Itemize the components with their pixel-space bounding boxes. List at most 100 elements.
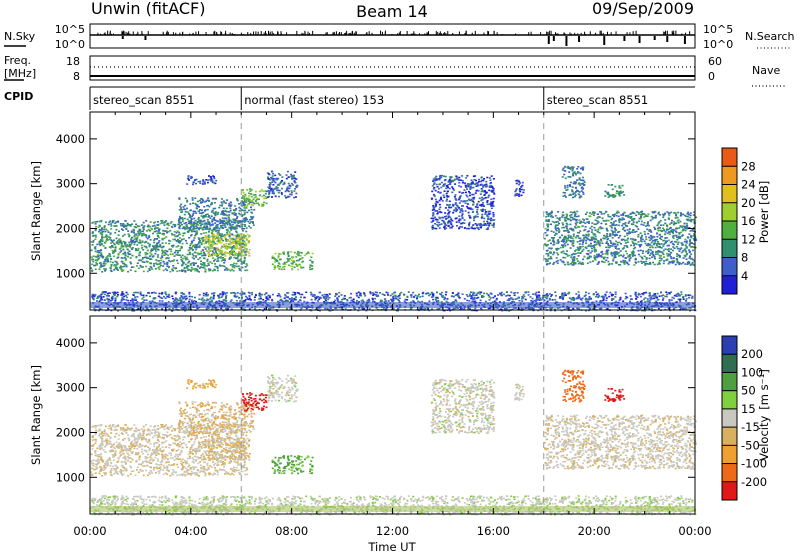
power-cell — [264, 300, 267, 302]
power-cell — [183, 213, 186, 216]
power-cell — [238, 247, 241, 249]
power-cell — [164, 268, 167, 270]
power-cell — [250, 203, 253, 206]
power-cell — [482, 179, 485, 182]
power-cell — [647, 213, 650, 215]
power-cell — [473, 179, 476, 181]
power-cell — [673, 221, 675, 223]
power-cell — [563, 216, 566, 219]
power-cell — [465, 191, 467, 194]
power-cell — [98, 268, 101, 271]
power-cell — [554, 225, 557, 228]
power-cell — [575, 224, 578, 226]
power-cell — [622, 254, 625, 256]
power-cell — [167, 230, 170, 233]
power-cell — [602, 220, 605, 222]
power-cell — [609, 245, 612, 247]
power-cell — [183, 208, 186, 210]
power-cell — [550, 257, 553, 260]
power-cell — [212, 236, 215, 238]
power-cell — [568, 254, 571, 257]
power-cell — [599, 245, 602, 247]
power-cell — [434, 202, 437, 205]
power-cell — [200, 263, 202, 265]
power-cell — [212, 207, 215, 210]
power-cell — [670, 299, 673, 301]
power-cell — [644, 264, 647, 266]
power-cell — [130, 242, 133, 244]
power-cell — [572, 229, 575, 232]
power-cell — [622, 228, 625, 230]
power-cell — [477, 184, 480, 187]
power-cell — [552, 231, 555, 233]
power-cell — [268, 295, 271, 297]
power-cell — [245, 199, 247, 202]
power-cell — [682, 250, 685, 252]
power-cell — [181, 238, 184, 241]
power-cell — [241, 230, 244, 232]
power-cell — [443, 225, 446, 228]
power-cell — [578, 226, 581, 228]
power-cell — [133, 235, 136, 238]
power-cell — [190, 225, 193, 227]
power-cell — [296, 184, 299, 187]
power-cell — [120, 269, 123, 271]
power-cell — [219, 257, 222, 259]
power-cell — [681, 244, 684, 246]
power-cell — [662, 239, 665, 242]
power-cell — [663, 260, 666, 262]
power-cell — [231, 291, 234, 294]
power-cell — [204, 240, 207, 242]
power-cell — [575, 186, 577, 189]
power-cell — [224, 269, 226, 271]
power-cell — [104, 258, 107, 261]
power-cell — [159, 222, 162, 225]
power-cell — [195, 256, 197, 258]
power-cell — [176, 259, 179, 262]
power-cell — [467, 207, 470, 209]
power-cell — [567, 165, 570, 168]
power-cell — [623, 235, 626, 238]
power-cell — [235, 207, 238, 210]
power-cell — [466, 184, 469, 187]
power-cell — [652, 255, 655, 257]
power-cell — [489, 179, 492, 181]
power-cell — [169, 222, 172, 225]
power-cell — [572, 242, 575, 244]
power-cell — [536, 296, 538, 299]
power-cell — [229, 244, 232, 246]
power-cell — [224, 234, 227, 236]
power-cell — [251, 221, 254, 223]
power-cell — [480, 180, 482, 183]
power-cell — [591, 245, 594, 247]
power-cell — [201, 238, 204, 240]
power-cell — [582, 258, 585, 261]
power-cell — [610, 229, 613, 232]
power-cell — [565, 253, 568, 255]
power-cell — [134, 233, 137, 236]
power-cell — [287, 176, 290, 178]
power-cell — [576, 231, 579, 234]
power-cell — [167, 266, 170, 269]
power-cell — [130, 262, 132, 265]
power-cell — [199, 253, 202, 255]
power-cell — [447, 211, 450, 214]
power-cell — [544, 243, 547, 245]
power-cell — [238, 225, 240, 227]
power-cell — [605, 227, 608, 230]
power-cell — [124, 258, 127, 260]
power-cell — [189, 203, 192, 205]
power-cell — [248, 209, 250, 212]
power-cell — [431, 190, 434, 193]
power-cell — [546, 220, 549, 222]
power-cell — [550, 223, 552, 226]
power-cell — [197, 216, 200, 219]
power-cell — [617, 263, 620, 266]
power-cell — [105, 240, 108, 242]
power-cell — [101, 255, 104, 257]
power-cell — [153, 230, 156, 233]
power-cell — [98, 225, 101, 227]
power-cell — [654, 215, 657, 218]
power-cell — [577, 252, 580, 254]
power-cell — [483, 224, 486, 226]
